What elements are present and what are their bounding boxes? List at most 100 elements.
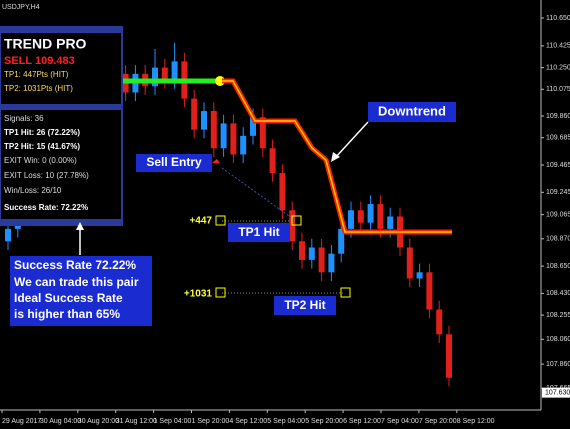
panel-bar [0,104,122,110]
tp2-points: +1031 [184,289,213,300]
panel-stat: Signals: 36 [4,114,44,123]
y-tick-label: 108.870 [546,236,570,243]
arrow [334,121,369,159]
candle-body [152,67,158,87]
current-price-label: 107.630 [545,389,570,396]
tp1-points: +447 [189,216,212,227]
x-tick-label: 7 Sep 20:00 [419,418,457,425]
tp2-hit-label: TP2 Hit [284,298,325,312]
x-tick-label: 5 Sep 04:00 [267,418,305,425]
symbol: USDJPY,H4 [2,4,40,11]
candle-body [436,309,443,335]
note-line: Ideal Success Rate [14,291,123,305]
y-tick-label: 109.245 [546,189,570,196]
candle-body [161,67,168,81]
panel-bar [0,219,122,225]
candle-body [220,123,227,149]
candle-body [171,61,178,81]
panel-signal: SELL 109.483 [4,55,75,67]
candle-body [367,204,374,223]
y-tick-label: 109.860 [546,113,570,120]
x-tick-label: 7 Sep 04:00 [381,418,419,425]
x-tick-label: 29 Aug 2017 [2,418,41,425]
y-tick-label: 108.060 [546,336,570,343]
candle-body [377,204,384,229]
note-line: Success Rate 72.22% [14,258,136,272]
label-box [274,296,336,315]
y-tick-label: 107.860 [546,361,570,368]
candle-body [318,247,325,273]
x-tick-label: 4 Sep 12:00 [229,418,267,425]
x-tick-label: 5 Sep 20:00 [305,418,343,425]
x-tick-label: 1 Sep 20:00 [192,418,230,425]
label-box [228,223,290,242]
candle-body [259,117,266,149]
candle-body [269,148,276,174]
candle-body [416,272,423,279]
panel-stat: Win/Loss: 26/10 [4,186,62,195]
sell-entry-label: Sell Entry [146,155,202,169]
candle-body [446,334,452,378]
candle-body [230,123,237,155]
candle-body [289,210,296,242]
candle-body [210,111,217,149]
note-line: is higher than 65% [14,307,120,321]
y-tick-label: 110.075 [546,86,570,93]
panel-stat: EXIT Win: 0 (0.00%) [4,156,77,165]
y-tick-label: 108.255 [546,312,570,319]
candle-body [299,241,305,260]
candle-body [201,111,207,130]
tp1-marker [215,215,226,226]
candle-body [387,216,394,229]
y-tick-label: 109.685 [546,135,570,142]
y-tick-label: 108.430 [546,290,570,297]
x-tick-label: 6 Sep 12:00 [343,418,381,425]
downtrend-label: Downtrend [378,103,446,118]
panel-stat: EXIT Loss: 10 (27.78%) [4,171,89,180]
current-price-box [542,387,570,398]
candle-body [5,228,11,242]
candle-body [191,98,198,130]
candle-body [328,253,335,273]
tp1-link [221,167,297,222]
tp2-marker [215,287,226,298]
panel-bar [0,27,122,33]
note-line: We can trade this pair [14,275,139,289]
candle-body [406,247,413,279]
y-tick-label: 108.650 [546,263,570,270]
y-tick-label: 110.425 [546,43,570,50]
x-tick-label: 8 Sep 12:00 [457,418,495,425]
arrow-head [76,222,84,230]
x-tick-label: 31 Aug 12:00 [116,418,157,425]
x-tick-label: 1 Sep 04:00 [154,418,192,425]
panel-stat: TP2 Hit: 15 (41.67%) [4,142,80,151]
y-tick-label: 110.650 [546,15,570,22]
candle-body [308,247,315,260]
candle-body [338,228,345,254]
trend-line-core [222,80,452,233]
panel [0,26,123,226]
x-tick-label: 30 Aug 20:00 [78,418,119,425]
tp1-hit-marker [291,215,302,226]
arrow-head [331,152,340,162]
panel-tp2: TP2: 1031Pts (HIT) [4,84,73,93]
x-tick-label: 30 Aug 04:00 [40,418,81,425]
y-tick-label: 110.250 [546,64,570,71]
panel-stat: TP1 Hit: 26 (72.22%) [4,128,80,137]
y-tick-label: 109.065 [546,211,570,218]
panel-tp1: TP1: 447Pts (HIT) [4,70,69,79]
candle-body [240,135,247,155]
candle-body [279,173,286,211]
entry-arrow [212,159,220,163]
panel-title: TREND PRO [4,36,87,52]
note-box [10,256,152,326]
y-tick-label: 109.465 [546,162,570,169]
panel-stat: Success Rate: 72.22% [4,203,88,212]
candle-body [348,210,354,229]
candle-body [250,117,256,136]
candle-body [426,272,433,310]
tp2-hit-marker [340,287,351,298]
tp1-hit-label: TP1 Hit [238,225,279,239]
